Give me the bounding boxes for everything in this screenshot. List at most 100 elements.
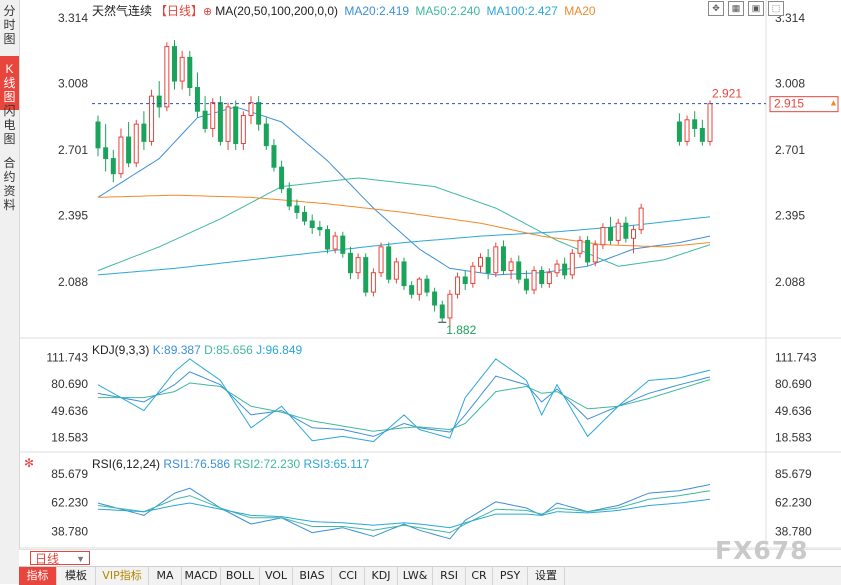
tab-intraday[interactable]: 分时图 [3,4,16,46]
gear-icon[interactable]: ⊕ [203,6,213,18]
candle-body [478,257,483,267]
candle-body [493,246,499,274]
candle-body [447,293,453,319]
restore-icon[interactable]: ▣ [748,1,764,16]
kdj-tick-left: 49.636 [51,404,88,418]
candle [256,96,262,131]
candle-body [615,222,621,241]
candle [302,205,308,226]
indicator-tab[interactable]: KDJ [365,567,398,585]
candle-body [363,257,369,293]
candle [485,249,491,280]
rsi1-value: RSI1:76.586 [163,457,231,471]
indicator-tab[interactable]: 模板 [57,567,96,585]
candle-body [149,95,155,142]
ma-line-ma20 [97,106,711,276]
indicator-tab[interactable]: 指标 [19,567,57,585]
kdj-tick-right: 49.636 [775,404,812,418]
indicator-tab[interactable]: VOL [260,567,293,585]
indicator-tab[interactable]: 设置 [528,567,565,585]
candle [179,50,185,90]
maximize-icon[interactable]: ⬚ [768,1,784,16]
candle-body [539,270,545,284]
candle-body [233,106,239,145]
indicator-tab[interactable]: VIP指标 [96,567,149,585]
candle-body [455,276,461,295]
candle-body [424,278,430,293]
candle [378,242,384,278]
tab-kline[interactable]: K线图 [0,56,19,110]
grid-lines [19,0,841,549]
candle-body [164,46,170,108]
candle-body [554,263,560,274]
candle [401,257,407,290]
candle [263,117,269,150]
kdj-tick-right: 111.743 [775,350,817,364]
indicator-tab[interactable]: MACD [182,567,221,585]
indicator-tab[interactable]: LW& [398,567,433,585]
candle [539,266,545,288]
candle [585,236,591,267]
candle [562,257,568,280]
ma20-value: MA20:2.419 [344,4,410,18]
candle-body [355,257,361,274]
candle [294,199,300,219]
candle [309,214,315,234]
crosshair-icon[interactable]: ✻ [24,456,35,470]
candle-body [172,46,177,82]
candle-body [585,239,591,263]
candle-body [332,235,338,250]
candle-body [631,229,636,239]
indicator-tab[interactable]: PSY [493,567,528,585]
candle-body [409,285,415,295]
candle [332,231,338,254]
indicator-tab[interactable]: CR [466,567,493,585]
candle-body [317,226,323,231]
candle-body [225,106,231,142]
ma50-value: MA50:2.240 [415,4,481,18]
candle [631,225,636,254]
candle [279,160,285,194]
candle-body [302,211,308,222]
candle [187,50,193,97]
tab-contract-info[interactable]: 合约资料 [3,156,16,212]
rsi-title: RSI(6,12,24) [92,457,161,471]
price-tick-left: 3.008 [58,77,88,91]
kdj-tick-right: 80.690 [775,377,812,391]
price-tick-right: 2.395 [775,209,805,223]
candle [424,274,430,297]
price-tick-right: 2.088 [775,275,805,289]
rsi-line-rsi3 [97,498,711,529]
grid-icon[interactable]: ▦ [728,1,744,16]
candle [347,246,353,280]
move-icon[interactable]: ✥ [708,1,724,16]
candle [455,272,461,299]
candle [103,124,109,172]
kdj-tick-right: 18.583 [775,431,812,445]
candle-body [347,252,353,274]
candle-body [401,261,407,287]
indicator-tab[interactable]: BOLL [221,567,260,585]
current-price-label: 2.915 [774,97,804,111]
candle-body [294,205,300,213]
candle [194,72,200,118]
candle-body [194,87,200,112]
indicator-tab[interactable]: RSI [433,567,466,585]
candle-body [439,304,445,319]
candle [370,268,376,297]
rsi-tick-left: 85.679 [51,467,88,481]
candle [110,149,116,183]
candle [432,287,438,312]
chevron-down-icon: ▼ [76,554,85,564]
period-selector[interactable]: 日线 ▼ [30,551,90,566]
indicator-tab[interactable]: BIAS [293,567,332,585]
candle [623,216,629,243]
candle [615,218,621,245]
candle-body [623,222,629,239]
candle-body [577,239,583,254]
candle-body [500,246,506,272]
tab-flash[interactable]: 闪电图 [3,104,16,146]
indicator-tab[interactable]: CCI [332,567,365,585]
indicator-tab[interactable]: MA [149,567,182,585]
